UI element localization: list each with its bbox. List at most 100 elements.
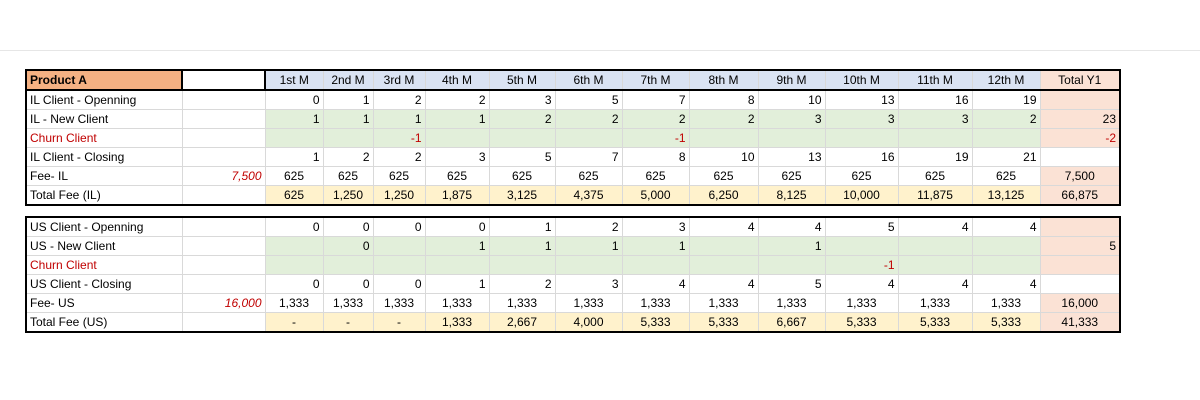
us-new-total-cell[interactable]: 5 — [1039, 236, 1121, 256]
month-header-cell[interactable]: 11th M — [897, 69, 973, 91]
month-header-cell[interactable]: 7th M — [621, 69, 690, 91]
il-fee-total-cell[interactable]: 7,500 — [1039, 166, 1121, 186]
us-churn-cell[interactable] — [424, 255, 490, 275]
il-fee-cell[interactable]: 625 — [488, 166, 556, 186]
il-opening-total-cell[interactable] — [1039, 89, 1121, 110]
us-totalfee-cell[interactable]: 2,667 — [488, 312, 556, 333]
il-totalfee-cell[interactable]: 8,125 — [757, 185, 826, 206]
us-fee-cell[interactable]: 1,333 — [488, 293, 556, 313]
il-churn-cell[interactable] — [971, 128, 1041, 148]
us-closing-cell[interactable]: 5 — [757, 274, 826, 294]
il-closing-cell[interactable]: 13 — [757, 147, 826, 167]
us-totalfee-cell[interactable]: 5,333 — [621, 312, 690, 333]
month-header-cell[interactable]: 10th M — [824, 69, 899, 91]
us-totalfee-cell[interactable]: 5,333 — [897, 312, 973, 333]
us-totalfee-cell[interactable]: 6,667 — [757, 312, 826, 333]
us-totalfee-cell[interactable]: - — [372, 312, 426, 333]
il-opening-cell[interactable]: 7 — [621, 89, 690, 110]
il-fee-cell[interactable]: 625 — [264, 166, 324, 186]
il-churn-cell[interactable] — [554, 128, 623, 148]
il-churn-cell[interactable]: -1 — [372, 128, 426, 148]
il-fee-cell[interactable]: 625 — [424, 166, 490, 186]
us-totalfee-cell[interactable]: 5,333 — [688, 312, 759, 333]
il-new-cell[interactable]: 3 — [757, 109, 826, 129]
us-closing-cell[interactable]: 0 — [372, 274, 426, 294]
us-new-cell[interactable] — [372, 236, 426, 256]
il-closing-price-cell[interactable] — [181, 147, 266, 167]
us-opening-label[interactable]: US Client - Openning — [25, 216, 183, 237]
us-closing-cell[interactable]: 0 — [322, 274, 374, 294]
il-new-cell[interactable]: 2 — [488, 109, 556, 129]
il-new-price-cell[interactable] — [181, 109, 266, 129]
us-churn-cell[interactable] — [897, 255, 973, 275]
us-closing-cell[interactable]: 3 — [554, 274, 623, 294]
il-new-cell[interactable]: 1 — [322, 109, 374, 129]
il-churn-cell[interactable] — [322, 128, 374, 148]
us-churn-cell[interactable] — [488, 255, 556, 275]
il-totalfee-total-cell[interactable]: 66,875 — [1039, 185, 1121, 206]
us-fee-label[interactable]: Fee- US — [25, 293, 183, 313]
us-new-cell[interactable] — [971, 236, 1041, 256]
us-opening-cell[interactable]: 5 — [824, 216, 899, 237]
us-opening-cell[interactable]: 0 — [424, 216, 490, 237]
il-totalfee-cell[interactable]: 6,250 — [688, 185, 759, 206]
il-closing-cell[interactable]: 19 — [897, 147, 973, 167]
il-totalfee-cell[interactable]: 1,250 — [372, 185, 426, 206]
il-churn-cell[interactable]: -1 — [621, 128, 690, 148]
us-new-label[interactable]: US - New Client — [25, 236, 183, 256]
us-fee-cell[interactable]: 1,333 — [897, 293, 973, 313]
il-totalfee-cell[interactable]: 4,375 — [554, 185, 623, 206]
il-totalfee-cell[interactable]: 625 — [264, 185, 324, 206]
il-totalfee-cell[interactable]: 1,875 — [424, 185, 490, 206]
us-closing-cell[interactable]: 4 — [824, 274, 899, 294]
us-churn-cell[interactable]: -1 — [824, 255, 899, 275]
us-totalfee-cell[interactable]: 1,333 — [424, 312, 490, 333]
il-opening-cell[interactable]: 0 — [264, 89, 324, 110]
il-totalfee-cell[interactable]: 13,125 — [971, 185, 1041, 206]
us-new-price-cell[interactable] — [181, 236, 266, 256]
il-closing-total-cell[interactable] — [1039, 147, 1121, 167]
il-opening-cell[interactable]: 1 — [322, 89, 374, 110]
il-closing-cell[interactable]: 2 — [322, 147, 374, 167]
us-churn-cell[interactable] — [688, 255, 759, 275]
us-new-cell[interactable] — [824, 236, 899, 256]
us-new-cell[interactable]: 1 — [488, 236, 556, 256]
us-new-cell[interactable]: 1 — [757, 236, 826, 256]
us-opening-cell[interactable]: 1 — [488, 216, 556, 237]
us-closing-cell[interactable]: 4 — [971, 274, 1041, 294]
il-fee-cell[interactable]: 625 — [824, 166, 899, 186]
us-totalfee-cell[interactable]: - — [322, 312, 374, 333]
us-fee-cell[interactable]: 1,333 — [757, 293, 826, 313]
il-new-cell[interactable]: 2 — [688, 109, 759, 129]
product-name-cell[interactable]: Product A — [25, 69, 183, 91]
us-churn-price-cell[interactable] — [181, 255, 266, 275]
il-new-cell[interactable]: 2 — [621, 109, 690, 129]
il-fee-cell[interactable]: 625 — [621, 166, 690, 186]
il-churn-cell[interactable] — [897, 128, 973, 148]
us-fee-price-cell[interactable]: 16,000 — [181, 293, 266, 313]
us-totalfee-cell[interactable]: 5,333 — [971, 312, 1041, 333]
il-opening-cell[interactable]: 8 — [688, 89, 759, 110]
il-churn-cell[interactable] — [488, 128, 556, 148]
us-totalfee-price-cell[interactable] — [181, 312, 266, 333]
month-header-cell[interactable]: 9th M — [757, 69, 826, 91]
us-new-cell[interactable] — [897, 236, 973, 256]
us-churn-cell[interactable] — [554, 255, 623, 275]
il-fee-cell[interactable]: 625 — [971, 166, 1041, 186]
us-fee-cell[interactable]: 1,333 — [824, 293, 899, 313]
month-header-cell[interactable]: 5th M — [488, 69, 556, 91]
il-new-cell[interactable]: 2 — [554, 109, 623, 129]
month-header-cell[interactable]: 3rd M — [372, 69, 426, 91]
il-closing-cell[interactable]: 2 — [372, 147, 426, 167]
month-header-cell[interactable]: 4th M — [424, 69, 490, 91]
il-new-cell[interactable]: 2 — [971, 109, 1041, 129]
us-fee-cell[interactable]: 1,333 — [424, 293, 490, 313]
us-churn-cell[interactable] — [322, 255, 374, 275]
il-churn-price-cell[interactable] — [181, 128, 266, 148]
il-totalfee-cell[interactable]: 10,000 — [824, 185, 899, 206]
us-closing-label[interactable]: US Client - Closing — [25, 274, 183, 294]
il-totalfee-cell[interactable]: 1,250 — [322, 185, 374, 206]
il-churn-cell[interactable] — [824, 128, 899, 148]
month-header-cell[interactable]: 1st M — [264, 69, 324, 91]
total-y1-header-cell[interactable]: Total Y1 — [1039, 69, 1121, 91]
